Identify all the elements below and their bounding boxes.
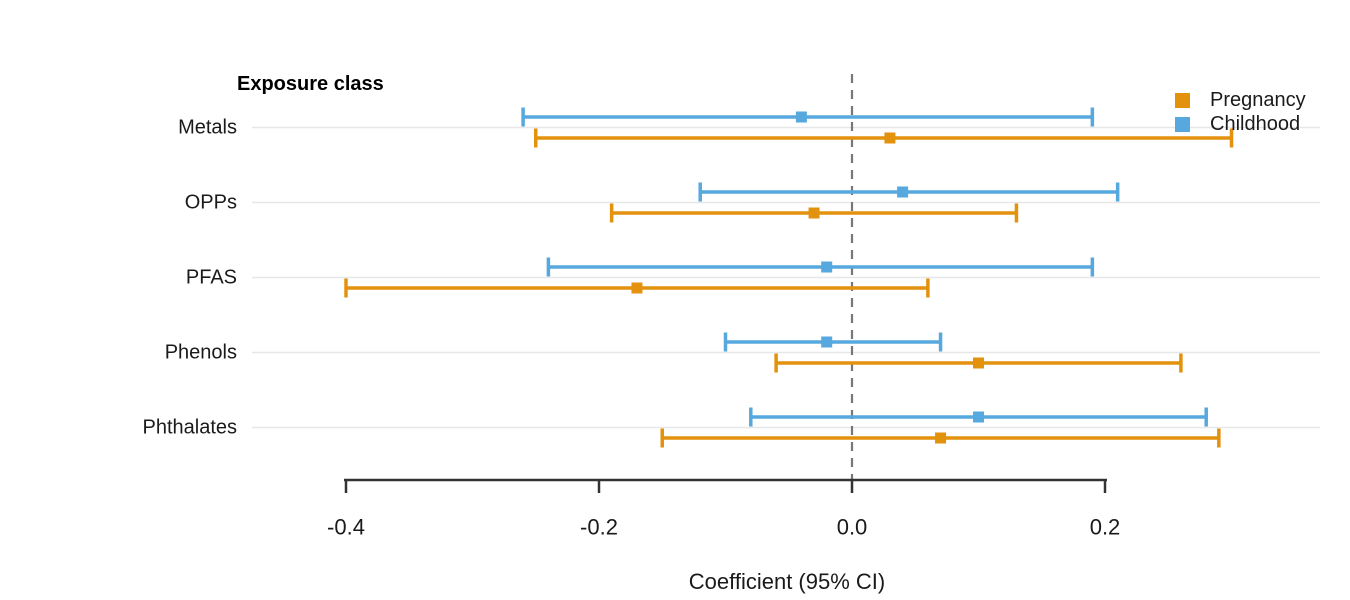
estimate-marker-childhood-opps xyxy=(897,186,909,198)
estimate-marker-pregnancy-opps xyxy=(808,207,820,219)
x-tick-label-0.0: 0.0 xyxy=(837,515,868,540)
estimate-marker-childhood-phenols xyxy=(821,336,833,348)
estimate-marker-pregnancy-metals xyxy=(884,132,896,144)
y-axis-group-title: Exposure class xyxy=(237,73,384,95)
estimate-marker-pregnancy-pfas xyxy=(631,282,643,294)
category-label-metals: Metals xyxy=(178,117,237,139)
category-label-phenols: Phenols xyxy=(165,342,237,364)
childhood-swatch-icon xyxy=(1175,117,1190,132)
estimate-marker-childhood-phthalates xyxy=(973,411,984,423)
pregnancy-swatch-icon xyxy=(1175,93,1190,108)
category-label-opps: OPPs xyxy=(185,192,237,214)
estimate-marker-pregnancy-phenols xyxy=(973,357,984,369)
estimate-marker-pregnancy-phthalates xyxy=(935,432,947,444)
category-label-phthalates: Phthalates xyxy=(142,417,237,439)
legend-item-childhood: Childhood xyxy=(1175,113,1306,135)
legend: Pregnancy Childhood xyxy=(1175,89,1306,135)
x-tick-label-0.2: 0.2 xyxy=(1090,515,1121,540)
x-tick-label--0.2: -0.2 xyxy=(580,515,618,540)
legend-label-pregnancy: Pregnancy xyxy=(1210,89,1306,111)
x-tick-label--0.4: -0.4 xyxy=(327,515,365,540)
estimate-marker-childhood-pfas xyxy=(821,261,833,273)
legend-item-pregnancy: Pregnancy xyxy=(1175,89,1306,111)
estimate-marker-childhood-metals xyxy=(795,111,807,123)
category-label-pfas: PFAS xyxy=(186,267,237,289)
legend-label-childhood: Childhood xyxy=(1210,113,1301,135)
x-axis-title: Coefficient (95% CI) xyxy=(688,569,886,594)
